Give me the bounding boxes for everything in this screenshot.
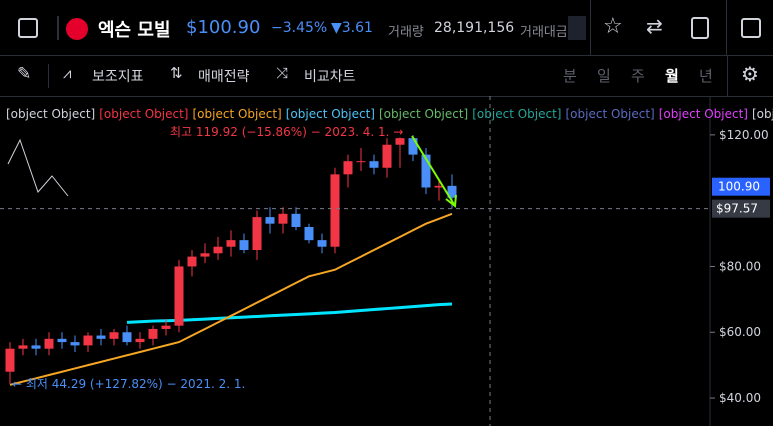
candle-body <box>356 161 366 163</box>
divider <box>727 56 728 96</box>
candle-body <box>317 240 327 247</box>
high-annotation: 최고 119.92 (−15.86%) − 2023. 4. 1. → <box>170 125 403 139</box>
low-annotation: ← 최저 44.29 (+127.82%) − 2021. 2. 1. <box>12 377 245 391</box>
y-tick-label: $80.00 <box>719 259 761 273</box>
candle-body <box>83 335 93 346</box>
candle-body <box>447 185 457 198</box>
candle-body <box>330 174 340 247</box>
candle-body <box>5 348 15 372</box>
notes-button[interactable] <box>691 17 709 39</box>
candle-body <box>304 226 314 241</box>
candle-body <box>161 325 171 329</box>
candle-body <box>291 213 301 227</box>
candle-body <box>278 213 288 224</box>
volume: 28,191,156 <box>434 20 515 36</box>
candle-body <box>109 332 119 339</box>
legend-item: [object Object] <box>286 107 375 121</box>
legend-item: [object Object] <box>566 107 655 121</box>
amount-label: 거래대금 <box>520 25 566 40</box>
logo <box>66 18 88 40</box>
candle-body <box>239 240 249 251</box>
candle-body <box>213 246 223 254</box>
settings-button[interactable]: ⚙ <box>741 62 759 86</box>
candle-body <box>200 253 210 257</box>
y-tick-label: $120.00 <box>719 128 769 142</box>
ma-line <box>9 212 453 386</box>
strategy-icon: ⇅ <box>170 64 183 82</box>
compare-icon: ⤨ <box>276 64 289 82</box>
y-tick-label: $60.00 <box>719 325 761 339</box>
indicators-button[interactable]: 보조지표 <box>92 69 144 85</box>
candle-body <box>421 154 431 188</box>
candle-body <box>187 256 197 267</box>
legend-item: [object Object] <box>193 107 282 121</box>
candle-body <box>174 266 184 326</box>
period-button[interactable]: 년 <box>699 67 713 85</box>
legend-item: [object Object] <box>659 107 748 121</box>
cross-price-box <box>712 199 770 218</box>
legend-item: [object Object] <box>379 107 468 121</box>
sparkline-icon <box>7 138 69 197</box>
legend-item: [object Object] <box>99 107 188 121</box>
chart: [object Object] [object Object] [object Ob… <box>0 96 773 426</box>
compare-button[interactable]: ⇄ <box>646 14 663 38</box>
change-pct: −3.45% <box>271 20 328 36</box>
candle-body <box>18 345 28 349</box>
legend-item: [object Object] <box>752 107 773 121</box>
candle-body <box>434 185 444 188</box>
divider <box>590 0 591 55</box>
candle-body <box>122 332 132 343</box>
legend-item: [object Object] <box>6 107 95 121</box>
candle-body <box>395 138 405 145</box>
divider <box>48 64 49 88</box>
top-bar: 엑슨 모빌 $100.90 −3.45% ▼3.61 거래량 28,191,15… <box>0 0 773 56</box>
last-price-label: 100.90 <box>718 180 760 194</box>
candle-body <box>96 335 106 339</box>
candle-body <box>382 144 392 168</box>
toolbar: ✎ ⩘ 보조지표 ⇅ 매매전략 ⤨ 비교차트 분 일 주 월 년 ⚙ <box>0 56 773 97</box>
strategy-button[interactable]: 매매전략 <box>198 69 250 85</box>
candle-body <box>369 161 379 168</box>
cross-price-label: $97.57 <box>716 202 758 216</box>
scroll-button[interactable] <box>568 16 586 40</box>
candle-body <box>148 328 158 339</box>
trend-arrow <box>411 135 457 208</box>
candle-body <box>44 338 54 349</box>
price: $100.90 <box>186 17 261 38</box>
candle-body <box>57 338 67 343</box>
candle-body <box>252 217 262 251</box>
candle-body <box>343 161 353 175</box>
divider <box>57 16 59 40</box>
indicator-legend: [object Object] [object Object] [object Ob… <box>6 107 773 121</box>
period-button[interactable]: 주 <box>631 67 645 85</box>
favorite-button[interactable]: ☆ <box>603 14 623 39</box>
legend-item: [object Object] <box>472 107 561 121</box>
candle-body <box>408 138 418 155</box>
period-button[interactable]: 월 <box>665 67 679 85</box>
stock-name: 엑슨 모빌 <box>98 20 171 41</box>
candle-body <box>226 240 236 247</box>
indicators-icon: ⩘ <box>63 64 72 82</box>
candle-body <box>31 345 41 349</box>
candle-body <box>70 342 80 346</box>
volume-label: 거래량 <box>388 25 424 40</box>
period-button[interactable]: 일 <box>597 67 611 85</box>
last-price-box <box>712 177 770 196</box>
compare-chart-button[interactable]: 비교차트 <box>304 69 356 85</box>
candle-body <box>135 338 145 343</box>
y-tick-label: $40.00 <box>719 391 761 405</box>
change: ▼3.61 <box>331 20 373 36</box>
panel-button[interactable] <box>741 18 761 38</box>
divider <box>726 0 727 55</box>
period-button[interactable]: 분 <box>563 67 577 85</box>
sidebar-button[interactable] <box>18 18 38 38</box>
draw-button[interactable]: ✎ <box>17 64 32 84</box>
candle-body <box>265 217 275 224</box>
